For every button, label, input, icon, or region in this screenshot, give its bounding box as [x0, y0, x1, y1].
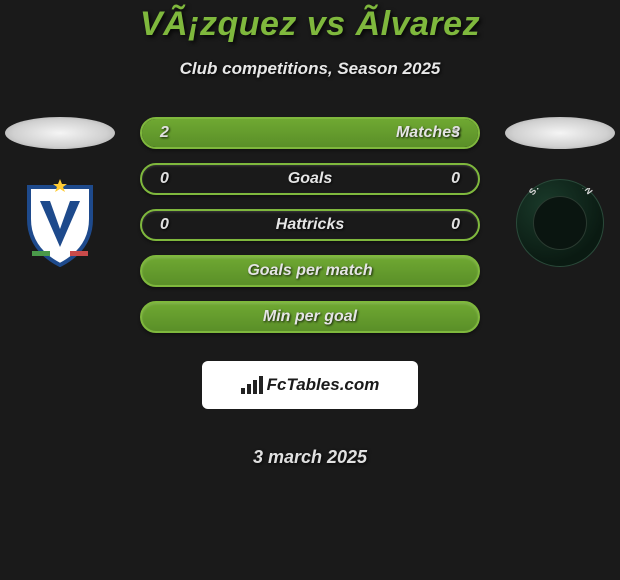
- stat-label: Min per goal: [263, 308, 357, 326]
- stat-row-goals-per-match: Goals per match: [140, 255, 480, 287]
- club-badge-right: SAN MARTIN: [511, 179, 609, 267]
- stat-row-goals: 0 Goals 0: [140, 163, 480, 195]
- date-text: 3 march 2025: [140, 447, 480, 468]
- stat-left-value: 2: [160, 124, 180, 142]
- watermark-content: FcTables.com: [241, 375, 380, 395]
- subtitle: Club competitions, Season 2025: [0, 59, 620, 79]
- svg-text:SAN MARTIN: SAN MARTIN: [527, 188, 595, 197]
- player-left-avatar-placeholder: [5, 117, 115, 149]
- bars-chart-icon: [241, 376, 263, 394]
- stat-label: Goals: [288, 170, 332, 188]
- stat-left-value: 0: [160, 216, 180, 234]
- player-right-avatar-placeholder: [505, 117, 615, 149]
- stat-right-value: 3: [440, 124, 460, 142]
- stat-right-value: 0: [440, 170, 460, 188]
- player-right-column: SAN MARTIN: [505, 117, 615, 267]
- club-badge-left: [11, 179, 109, 267]
- stat-label: Goals per match: [247, 262, 372, 280]
- stat-row-matches: 2 Matches 3: [140, 117, 480, 149]
- stat-row-min-per-goal: Min per goal: [140, 301, 480, 333]
- stat-label: Hattricks: [276, 216, 344, 234]
- watermark-box[interactable]: FcTables.com: [202, 361, 418, 409]
- page-title: VÃ¡zquez vs Ãlvarez: [0, 5, 620, 44]
- watermark-text: FcTables.com: [267, 375, 380, 395]
- velez-shield-icon: [24, 179, 96, 267]
- stat-left-value: 0: [160, 170, 180, 188]
- sanmartin-badge-icon: SAN MARTIN: [516, 179, 604, 267]
- stat-row-hattricks: 0 Hattricks 0: [140, 209, 480, 241]
- main-row: 2 Matches 3 0 Goals 0 0 Hattricks 0 Goal…: [0, 117, 620, 468]
- stats-column: 2 Matches 3 0 Goals 0 0 Hattricks 0 Goal…: [115, 117, 505, 468]
- stat-right-value: 0: [440, 216, 460, 234]
- comparison-container: VÃ¡zquez vs Ãlvarez Club competitions, S…: [0, 0, 620, 468]
- player-left-column: [5, 117, 115, 267]
